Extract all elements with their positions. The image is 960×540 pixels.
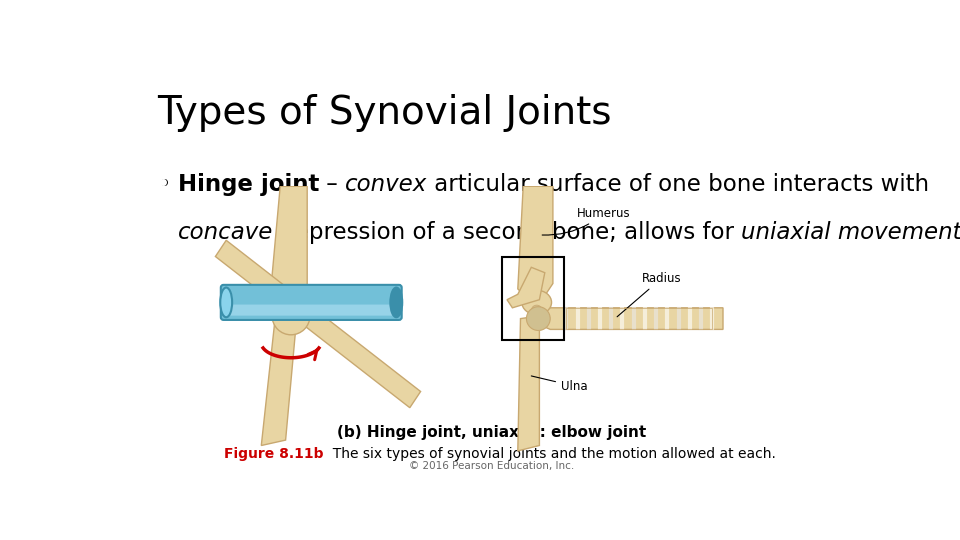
Bar	[501, 256, 564, 340]
Text: (b) Hinge joint, uniaxial: elbow joint: (b) Hinge joint, uniaxial: elbow joint	[337, 426, 647, 440]
Text: Hinge joint: Hinge joint	[178, 173, 319, 196]
Text: uniaxial movement: uniaxial movement	[741, 221, 960, 244]
Text: convex: convex	[346, 173, 427, 196]
Polygon shape	[517, 186, 553, 300]
Text: concave: concave	[178, 221, 274, 244]
Text: Figure 8.11b: Figure 8.11b	[225, 448, 324, 461]
Text: Types of Synovial Joints: Types of Synovial Joints	[157, 94, 612, 132]
FancyBboxPatch shape	[228, 305, 395, 315]
FancyBboxPatch shape	[221, 285, 401, 320]
Text: Ulna: Ulna	[531, 376, 588, 393]
Polygon shape	[507, 267, 545, 308]
Polygon shape	[526, 308, 723, 329]
Ellipse shape	[391, 287, 402, 317]
Text: Radius: Radius	[617, 272, 682, 317]
Ellipse shape	[531, 305, 542, 316]
Text: © 2016 Pearson Education, Inc.: © 2016 Pearson Education, Inc.	[409, 461, 575, 471]
Text: •: •	[157, 173, 178, 196]
Text: The six types of synovial joints and the motion allowed at each.: The six types of synovial joints and the…	[324, 448, 776, 461]
Text: articular surface of one bone interacts with: articular surface of one bone interacts …	[427, 173, 929, 196]
Polygon shape	[270, 186, 307, 321]
Text: Humerus: Humerus	[542, 207, 631, 235]
Ellipse shape	[522, 290, 552, 314]
Text: –: –	[319, 173, 346, 196]
Circle shape	[526, 307, 550, 330]
Polygon shape	[517, 316, 540, 451]
Text: depression of a second bone; allows for: depression of a second bone; allows for	[274, 221, 741, 244]
Bar	[566, 308, 712, 329]
Text: •: •	[157, 173, 171, 196]
Polygon shape	[261, 321, 297, 446]
Polygon shape	[215, 240, 420, 408]
Circle shape	[272, 297, 310, 335]
Ellipse shape	[220, 287, 232, 317]
